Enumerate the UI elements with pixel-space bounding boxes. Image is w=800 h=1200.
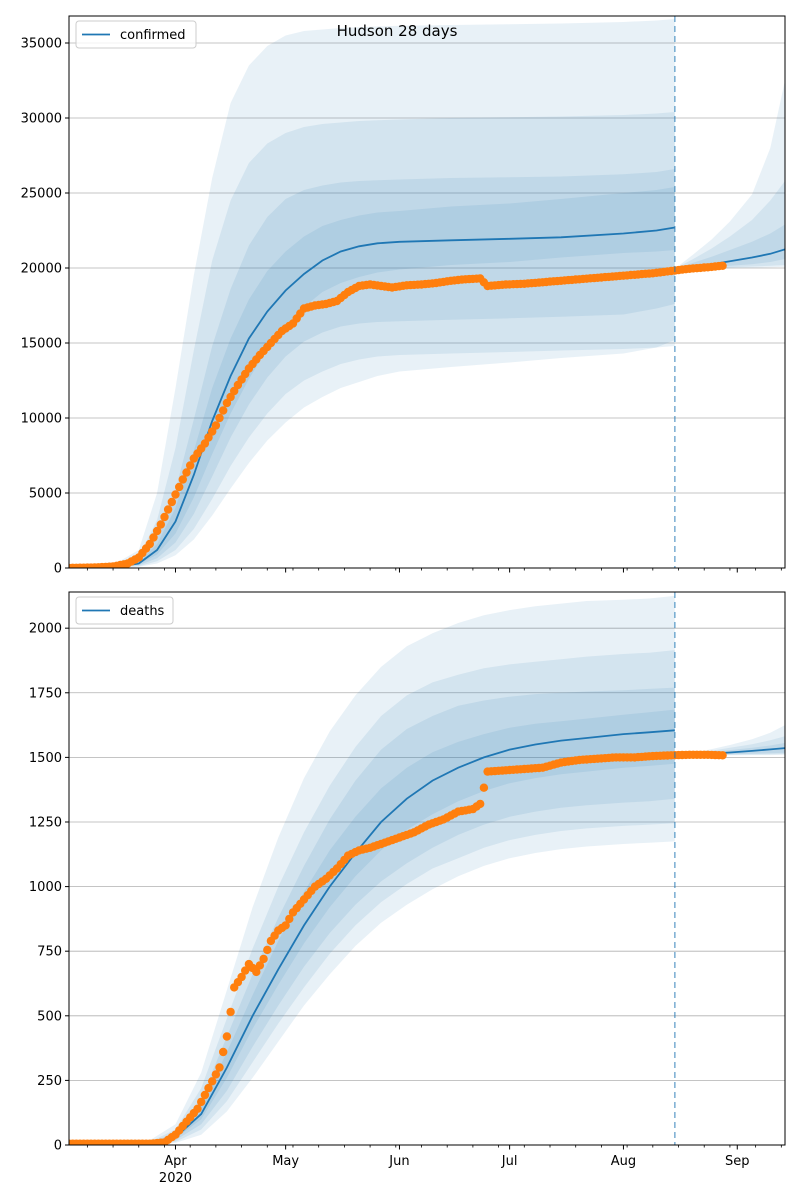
observed-point xyxy=(163,505,173,514)
figure-title: Hudson 28 days xyxy=(337,22,458,40)
y-tick-label: 0 xyxy=(54,1139,62,1154)
observed-point xyxy=(197,1097,206,1107)
observed-point xyxy=(230,386,239,396)
y-tick-label: 1250 xyxy=(29,815,62,830)
observed-point xyxy=(156,520,165,529)
x-tick-label: Sep xyxy=(725,1154,750,1169)
y-tick-label: 500 xyxy=(37,1009,62,1024)
observed-point xyxy=(718,261,727,270)
observed-point xyxy=(152,526,162,536)
observed-point xyxy=(178,475,187,484)
forecast-band-mid xyxy=(674,181,785,269)
observed-point xyxy=(204,1083,213,1093)
confirmed-panel: 0 5000 10000 15000 20000 25000 30000 35000 confi… xyxy=(21,15,786,577)
observed-point xyxy=(252,967,261,977)
y-tick-label: 20000 xyxy=(21,262,62,277)
y-tick-label: 250 xyxy=(37,1074,62,1089)
observed-point xyxy=(145,539,154,549)
y-tick-label: 750 xyxy=(37,945,62,960)
observed-point xyxy=(211,421,221,430)
uncertainty-band-inner xyxy=(69,187,675,568)
uncertainty-band-mid xyxy=(69,169,675,568)
observed-point xyxy=(204,433,213,442)
observed-point xyxy=(718,751,727,760)
forecast-band-inner xyxy=(674,742,785,756)
x-tick-label: Aug xyxy=(611,1154,636,1169)
uncertainty-band-mid xyxy=(69,687,675,1145)
observed-point xyxy=(200,1090,210,1100)
observed-point xyxy=(149,533,158,542)
observed-point xyxy=(226,1007,235,1017)
x-tick-label: Jun xyxy=(388,1154,409,1169)
observed-point xyxy=(208,1077,217,1086)
observed-point xyxy=(211,1070,221,1079)
x-tick-label: Jul xyxy=(501,1154,518,1169)
y-tick-label: 0 xyxy=(54,562,62,577)
y-tick-label: 1750 xyxy=(29,686,62,701)
y-tick-label: 10000 xyxy=(21,412,62,427)
observed-point xyxy=(160,512,169,522)
observed-point xyxy=(263,945,272,955)
observed-point xyxy=(193,1104,202,1114)
observed-point xyxy=(219,406,228,415)
y-tick-label: 30000 xyxy=(21,112,62,127)
observed-point xyxy=(241,966,250,975)
model-median-line xyxy=(69,226,675,568)
forecast-band-outer xyxy=(674,725,785,756)
forecast-band-outer xyxy=(674,80,785,269)
deaths-panel: 0 250 500 750 1000 1250 1500 1750 2000 Apr 2020 May… xyxy=(29,591,786,1186)
plot-area xyxy=(69,19,785,568)
y-tick-label: 15000 xyxy=(21,337,62,352)
observed-point xyxy=(167,497,176,507)
uncertainty-band-outer xyxy=(69,112,675,568)
observed-point xyxy=(219,1047,228,1057)
observed-point xyxy=(215,1063,224,1072)
forecast-band-inner xyxy=(674,224,785,269)
observed-point xyxy=(208,427,217,436)
legend-box xyxy=(75,20,197,49)
observed-point xyxy=(285,914,294,924)
observed-point xyxy=(171,490,180,499)
observed-point xyxy=(479,783,489,792)
x-tick-sublabel: 2020 xyxy=(159,1171,192,1186)
y-tick-label: 2000 xyxy=(29,622,62,637)
axes-frame xyxy=(68,15,786,569)
uncertainty-band-outer xyxy=(69,650,675,1145)
observed-point xyxy=(222,1032,232,1041)
observed-point xyxy=(182,468,191,477)
axes-frame xyxy=(68,591,786,1146)
observed-point xyxy=(255,961,265,970)
y-tick-label: 1500 xyxy=(29,751,62,766)
legend-label: deaths xyxy=(120,604,165,619)
observed-point xyxy=(259,954,268,964)
model-median-line xyxy=(69,729,675,1145)
legend: deaths xyxy=(75,596,174,625)
y-tick-label: 25000 xyxy=(21,187,62,202)
uncertainty-band-outer xyxy=(69,19,675,568)
plot-area xyxy=(69,595,785,1145)
observed-point xyxy=(476,799,485,809)
legend-label: confirmed xyxy=(120,28,186,43)
y-tick-label: 1000 xyxy=(29,880,62,895)
uncertainty-band-inner xyxy=(69,709,675,1145)
x-tick-label: May xyxy=(272,1154,299,1169)
uncertainty-band-outer xyxy=(69,595,675,1145)
y-tick-label: 35000 xyxy=(21,37,62,52)
observed-point xyxy=(186,461,195,470)
observed-point xyxy=(222,398,232,408)
legend: confirmed xyxy=(75,20,197,49)
observed-point xyxy=(237,972,246,982)
legend-box xyxy=(75,596,174,625)
y-tick-label: 5000 xyxy=(29,487,62,502)
observed-point xyxy=(215,413,224,423)
observed-point xyxy=(281,921,290,930)
x-tick-label: Apr xyxy=(164,1154,187,1169)
observed-point xyxy=(175,482,184,492)
